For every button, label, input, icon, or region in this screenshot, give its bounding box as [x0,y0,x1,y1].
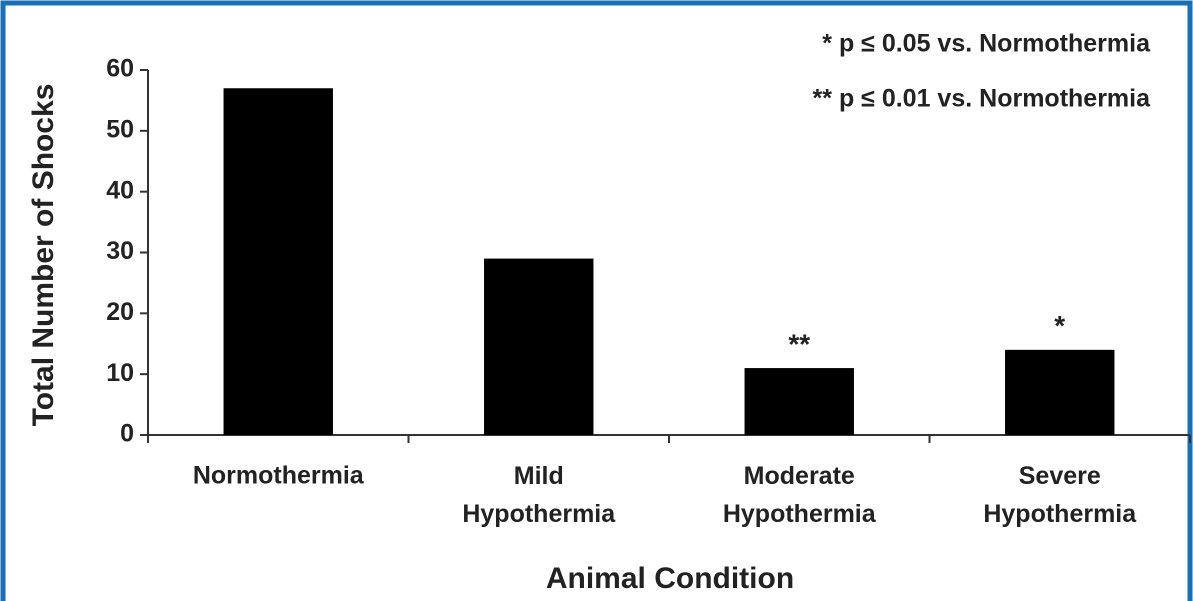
x-tick-label: Moderate Hypothermia [723,462,877,528]
y-tick-label: 0 [120,420,134,448]
y-tick-label: 40 [106,176,134,204]
x-tick-label: Normothermia [193,462,365,490]
y-tick-label: 20 [106,298,134,326]
y-tick-label: 60 [106,55,134,83]
bar [1005,349,1115,435]
y-tick-label: 50 [106,115,134,143]
bar-annotation: * [1054,310,1065,341]
y-tick-label: 30 [106,237,134,265]
y-axis-title: Total Number of Shocks [27,84,60,427]
note: ** p ≤ 0.01 vs. Normothermia [813,85,1152,113]
y-tick-label: 10 [106,359,134,387]
bar [223,88,333,435]
bar-annotation: ** [788,328,810,359]
bar [484,258,594,435]
x-tick-label: Severe Hypothermia [983,462,1137,528]
x-axis-title: Animal Condition [546,562,794,595]
x-tick-label: Mild Hypothermia [462,462,616,528]
bar [744,368,854,435]
note: * p ≤ 0.05 vs. Normothermia [822,30,1151,58]
